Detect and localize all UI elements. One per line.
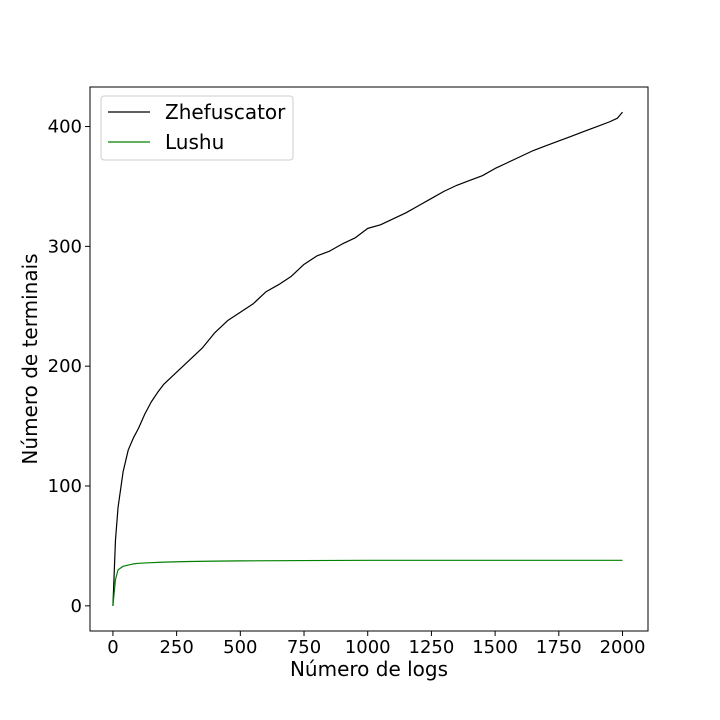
x-tick-label: 2000 [600,637,646,658]
x-tick-label: 750 [287,637,321,658]
x-tick-label: 0 [107,637,118,658]
y-tick-label: 0 [71,596,82,617]
x-tick-label: 1000 [345,637,391,658]
y-tick-label: 300 [48,236,82,257]
series-line-lushu [112,559,623,606]
x-tick-label: 1250 [409,637,455,658]
legend-label-lushu: Lushu [165,130,224,154]
series-line-zhefuscator [112,111,623,606]
y-axis-label: Número de terminais [18,253,42,464]
x-tick-label: 250 [159,637,193,658]
y-tick-label: 100 [48,476,82,497]
x-tick-label: 500 [223,637,257,658]
plot-frame [89,86,649,632]
x-tick-label: 1750 [536,637,582,658]
y-tick-label: 200 [48,356,82,377]
x-axis-label: Número de logs [290,657,448,681]
legend-label-zhefuscator: Zhefuscator [165,100,286,124]
x-axis: 0 250 500 750 1000 1250 1500 1750 2000 [107,631,645,658]
y-axis: 0 100 200 300 400 [48,117,90,617]
legend: Zhefuscator Lushu [100,95,294,161]
series-layer [112,111,623,606]
x-tick-label: 1500 [472,637,518,658]
y-tick-label: 400 [48,117,82,138]
